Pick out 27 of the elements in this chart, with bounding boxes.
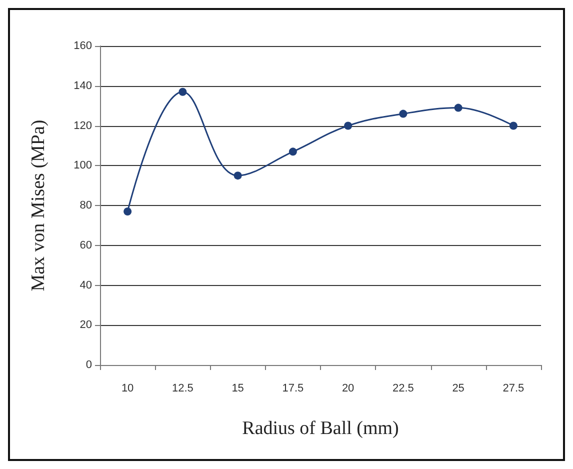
point [124,207,132,216]
y-tick-label: 60 [80,239,92,252]
x-tick-label: 27.5 [502,382,524,394]
point [399,110,408,118]
y-tick-label: 40 [80,279,92,292]
x-tick-label: 10 [121,382,134,394]
point [234,172,242,180]
x-tick-label: 15 [232,382,244,394]
x-axis-title: Radius of Ball (mm) [242,418,399,439]
point [178,88,187,96]
point [344,122,352,130]
y-tick-label: 20 [80,319,92,332]
x-tick-label: 25 [452,382,464,394]
y-tick-label: 0 [86,359,92,371]
x-tick-label: 20 [342,382,354,394]
point [454,104,462,112]
y-tick-label: 140 [74,80,92,92]
y-tick-label: 120 [74,120,92,132]
x-tick-label: 22.5 [392,382,414,394]
y-axis-title: Max von Mises (MPa) [28,120,49,292]
y-tick-label: 100 [74,160,92,172]
point [509,122,518,130]
y-tick-label: 80 [80,200,92,212]
x-tick-label: 17.5 [282,382,304,394]
x-tick-label: 12.5 [172,382,194,394]
y-tick-label: 160 [74,40,92,52]
point [288,148,297,156]
